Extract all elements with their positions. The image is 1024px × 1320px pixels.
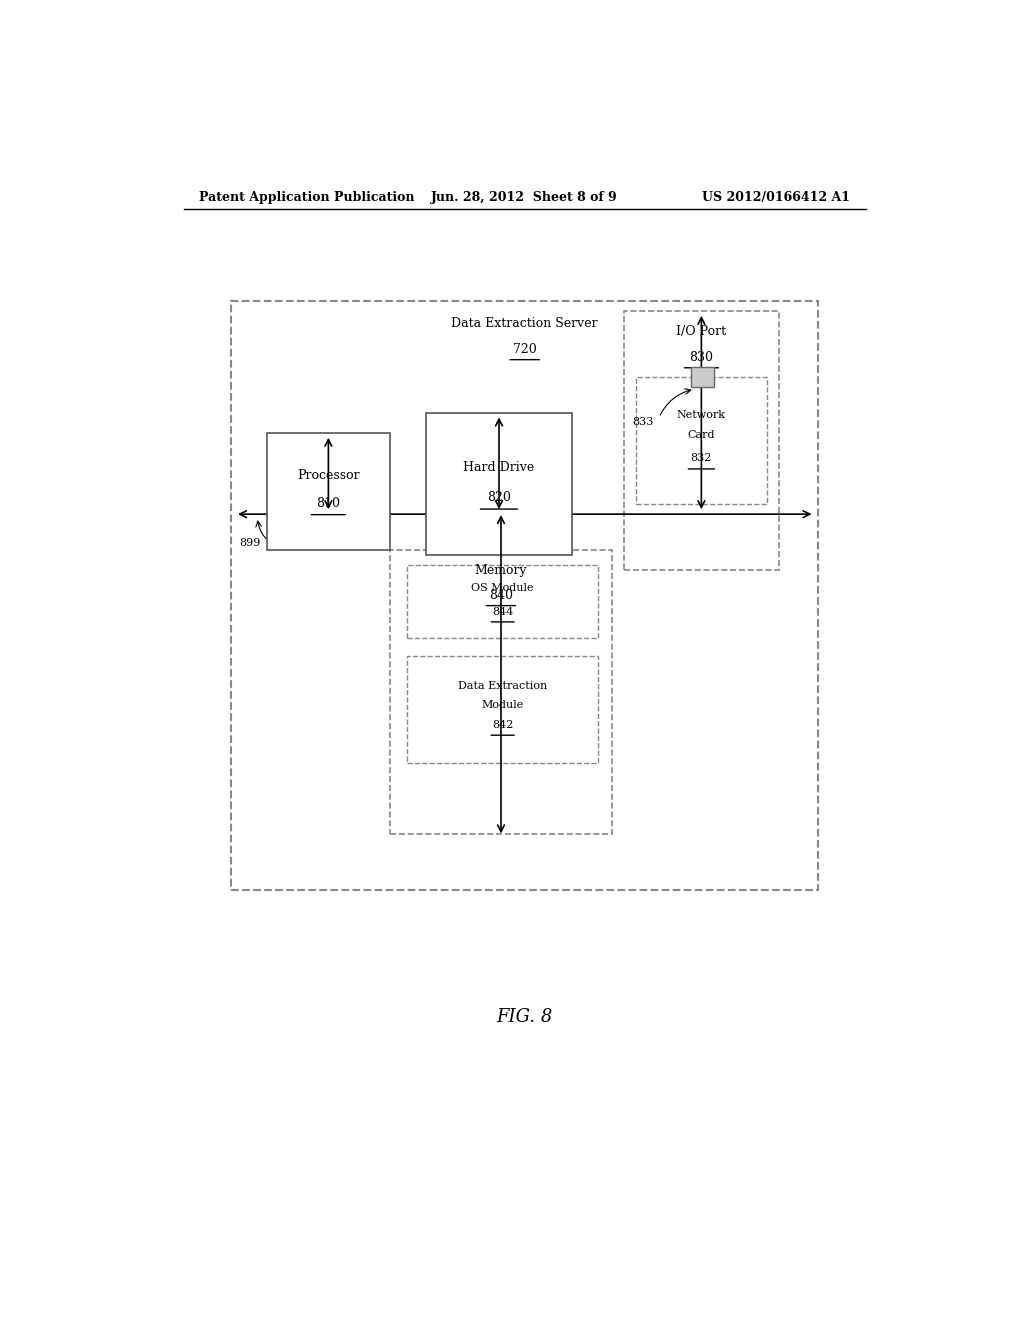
- Text: Network: Network: [677, 411, 726, 420]
- FancyBboxPatch shape: [231, 301, 818, 890]
- Text: Module: Module: [481, 700, 523, 710]
- Text: Data Extraction: Data Extraction: [458, 681, 547, 692]
- Text: I/O Port: I/O Port: [676, 325, 726, 338]
- Text: US 2012/0166412 A1: US 2012/0166412 A1: [702, 190, 850, 203]
- Text: 810: 810: [316, 496, 340, 510]
- Text: Card: Card: [688, 430, 715, 441]
- FancyBboxPatch shape: [636, 378, 767, 504]
- Text: 844: 844: [492, 607, 513, 616]
- Text: 830: 830: [689, 351, 714, 364]
- Text: Memory: Memory: [475, 564, 527, 577]
- FancyBboxPatch shape: [408, 656, 598, 763]
- Text: 832: 832: [691, 453, 712, 463]
- FancyBboxPatch shape: [267, 433, 390, 549]
- Text: 720: 720: [513, 343, 537, 356]
- FancyBboxPatch shape: [624, 312, 779, 570]
- Text: OS Module: OS Module: [471, 583, 534, 593]
- FancyBboxPatch shape: [426, 412, 572, 554]
- Text: Hard Drive: Hard Drive: [464, 461, 535, 474]
- Text: Patent Application Publication: Patent Application Publication: [200, 190, 415, 203]
- FancyBboxPatch shape: [691, 367, 714, 387]
- Text: Processor: Processor: [297, 469, 359, 482]
- Text: 820: 820: [487, 491, 511, 504]
- Text: Jun. 28, 2012  Sheet 8 of 9: Jun. 28, 2012 Sheet 8 of 9: [431, 190, 618, 203]
- FancyBboxPatch shape: [408, 565, 598, 638]
- Text: FIG. 8: FIG. 8: [497, 1008, 553, 1026]
- Text: 842: 842: [492, 719, 513, 730]
- FancyBboxPatch shape: [390, 549, 612, 834]
- Text: Data Extraction Server: Data Extraction Server: [452, 317, 598, 330]
- Text: 840: 840: [489, 589, 513, 602]
- Text: 833: 833: [633, 417, 653, 426]
- Text: 899: 899: [240, 537, 260, 548]
